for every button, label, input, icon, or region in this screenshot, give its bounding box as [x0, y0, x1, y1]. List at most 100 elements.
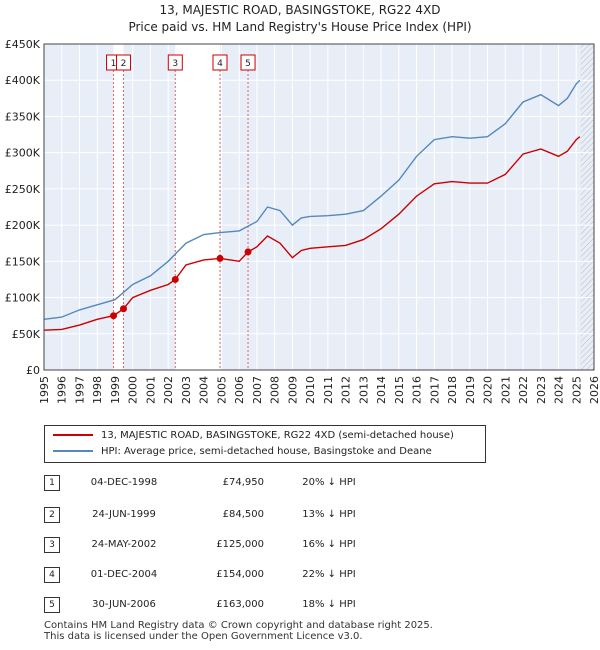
transaction-number: 5 — [44, 597, 60, 613]
sale-point — [244, 248, 252, 256]
x-tick-label: 2023 — [535, 376, 548, 404]
transaction-price: £154,000 — [216, 569, 264, 580]
transaction-date: 24-MAY-2002 — [91, 539, 157, 550]
sale-point — [171, 275, 179, 283]
x-tick-label: 2022 — [517, 376, 530, 404]
x-tick-label: 2015 — [393, 376, 406, 404]
x-tick-label: 2021 — [499, 376, 512, 404]
table-row: 5 30-JUN-2006 £163,000 18% ↓ HPI — [44, 597, 464, 615]
legend-swatch-property — [53, 434, 93, 436]
table-row: 4 01-DEC-2004 £154,000 22% ↓ HPI — [44, 567, 464, 585]
footer-copyright: Contains HM Land Registry data © Crown c… — [44, 620, 433, 631]
legend-swatch-hpi — [53, 450, 93, 452]
y-tick-label: £0 — [26, 364, 40, 377]
sale-period-band — [175, 44, 220, 370]
x-tick-label: 2010 — [304, 376, 317, 404]
sale-label: 3 — [172, 59, 178, 69]
y-tick-label: £400K — [5, 74, 41, 87]
transaction-number: 2 — [44, 507, 60, 523]
chart-title-main: 13, MAJESTIC ROAD, BASINGSTOKE, RG22 4XD — [159, 3, 441, 17]
y-tick-label: £150K — [5, 255, 41, 268]
x-tick-label: 2003 — [180, 376, 193, 404]
x-tick-label: 2013 — [357, 376, 370, 404]
x-tick-label: 2024 — [553, 376, 566, 404]
sale-label: 5 — [245, 59, 251, 69]
sale-label-box — [212, 54, 228, 71]
sale-label-box — [115, 54, 131, 71]
x-tick-label: 1998 — [91, 376, 104, 404]
y-tick-label: £350K — [5, 110, 41, 123]
x-tick-label: 2011 — [322, 376, 335, 404]
x-tick-label: 2017 — [428, 376, 441, 404]
x-tick-label: 2020 — [482, 376, 495, 404]
transaction-price: £84,500 — [222, 509, 264, 520]
transaction-price: £163,000 — [216, 599, 264, 610]
x-tick-label: 2025 — [570, 376, 583, 404]
legend-item-hpi: HPI: Average price, semi-detached house,… — [53, 444, 432, 460]
sale-label: 2 — [121, 59, 127, 69]
x-tick-label: 2004 — [198, 376, 211, 404]
x-tick-label: 2005 — [215, 376, 228, 404]
transaction-hpi-diff: 22% ↓ HPI — [302, 569, 356, 580]
legend-item-property: 13, MAJESTIC ROAD, BASINGSTOKE, RG22 4XD… — [53, 428, 454, 444]
x-tick-label: 1997 — [73, 376, 86, 404]
transaction-date: 04-DEC-1998 — [90, 477, 158, 488]
table-row: 3 24-MAY-2002 £125,000 16% ↓ HPI — [44, 537, 464, 555]
y-tick-label: £250K — [5, 183, 41, 196]
y-tick-label: £50K — [12, 328, 41, 341]
sale-label-box — [240, 54, 256, 71]
transaction-price: £125,000 — [216, 539, 264, 550]
x-tick-label: 2019 — [464, 376, 477, 404]
table-row: 1 04-DEC-1998 £74,950 20% ↓ HPI — [44, 475, 464, 493]
x-tick-label: 2012 — [340, 376, 353, 404]
transaction-date: 30-JUN-2006 — [92, 599, 156, 610]
transaction-number: 1 — [44, 475, 60, 491]
transaction-hpi-diff: 13% ↓ HPI — [302, 509, 356, 520]
chart-legend: 13, MAJESTIC ROAD, BASINGSTOKE, RG22 4XD… — [44, 425, 486, 463]
sale-label: 1 — [111, 59, 117, 69]
forecast-region — [580, 44, 594, 370]
series-line-hpi — [43, 79, 581, 320]
plot-frame — [43, 43, 595, 371]
x-tick-label: 2026 — [588, 376, 600, 404]
price-chart: 1 2 3 4 5 £0 £50K £100K £150K £200K £250K £300K £350… — [5, 38, 600, 404]
y-tick-label: £200K — [5, 219, 41, 232]
plot-background — [44, 44, 594, 370]
x-tick-label: 1995 — [38, 376, 51, 404]
x-tick-label: 2018 — [446, 376, 459, 404]
transaction-price: £74,950 — [222, 477, 264, 488]
x-tick-label: 2001 — [144, 376, 157, 404]
x-tick-label: 2000 — [127, 376, 140, 404]
x-tick-label: 2014 — [375, 376, 388, 404]
x-tick-label: 2006 — [233, 376, 246, 404]
y-tick-label: £300K — [5, 147, 41, 160]
transaction-date: 24-JUN-1999 — [92, 509, 156, 520]
series-line-property — [43, 136, 581, 331]
transaction-hpi-diff: 16% ↓ HPI — [302, 539, 356, 550]
sale-period-band — [113, 44, 124, 370]
x-tick-label: 2002 — [162, 376, 175, 404]
sale-label-box — [167, 54, 183, 71]
x-tick-label: 2007 — [251, 376, 264, 404]
chart-title: 13, MAJESTIC ROAD, BASINGSTOKE, RG22 4XD… — [0, 2, 600, 36]
x-tick-label: 2016 — [411, 376, 424, 404]
transaction-hpi-diff: 18% ↓ HPI — [302, 599, 356, 610]
transaction-number: 4 — [44, 567, 60, 583]
footer: Contains HM Land Registry data © Crown c… — [44, 620, 433, 642]
chart-subtitle: Price paid vs. HM Land Registry's House … — [128, 20, 472, 34]
footer-licence: This data is licensed under the Open Gov… — [44, 631, 363, 642]
transaction-hpi-diff: 20% ↓ HPI — [302, 477, 356, 488]
sale-point — [119, 305, 127, 313]
x-tick-label: 2009 — [286, 376, 299, 404]
transaction-number: 3 — [44, 537, 60, 553]
x-tick-label: 2008 — [269, 376, 282, 404]
legend-label-property: 13, MAJESTIC ROAD, BASINGSTOKE, RG22 4XD… — [101, 430, 454, 441]
transaction-date: 01-DEC-2004 — [90, 569, 158, 580]
table-row: 2 24-JUN-1999 £84,500 13% ↓ HPI — [44, 507, 464, 525]
legend-label-hpi: HPI: Average price, semi-detached house,… — [101, 446, 432, 457]
x-tick-label: 1996 — [56, 376, 69, 404]
x-tick-label: 1999 — [109, 376, 122, 404]
sale-point — [216, 254, 224, 262]
y-tick-label: £100K — [5, 292, 41, 305]
sale-label: 4 — [217, 59, 223, 69]
